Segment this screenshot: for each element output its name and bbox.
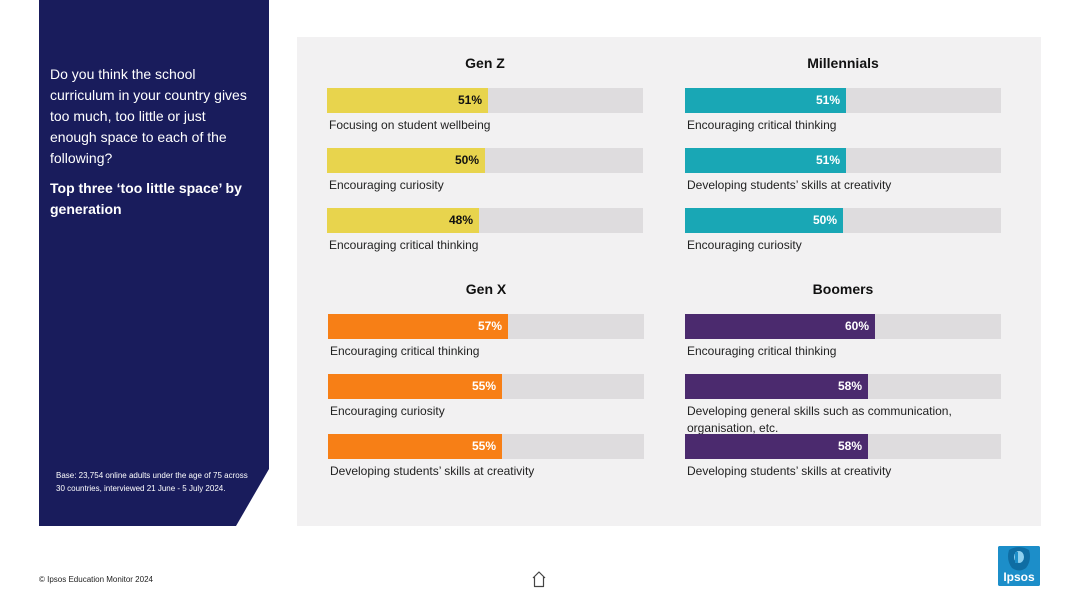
side-panel: Do you think the school curriculum in yo…: [39, 0, 269, 526]
bar-value-label: 60%: [844, 319, 869, 333]
bar: [685, 314, 875, 339]
bar: [327, 148, 485, 173]
survey-question: Do you think the school curriculum in yo…: [50, 66, 247, 166]
bar-category-label: Encouraging critical thinking: [330, 344, 480, 358]
bar-value-label: 58%: [837, 379, 862, 393]
bar-value-label: 51%: [457, 93, 482, 107]
base-note: Base: 23,754 online adults under the age…: [56, 471, 248, 493]
bar: [327, 208, 479, 233]
chart-title: Millennials: [807, 55, 879, 71]
copyright-text: © Ipsos Education Monitor 2024: [39, 575, 153, 584]
bar-value-label: 50%: [454, 153, 479, 167]
bar-value-label: 50%: [812, 213, 837, 227]
bar-category-label: Focusing on student wellbeing: [329, 118, 491, 132]
bar-category-label: Encouraging curiosity: [687, 238, 802, 252]
bar-value-label: 51%: [815, 93, 840, 107]
chart-area: Gen Z 51% Focusing on student wellbeing 50%…: [297, 37, 1041, 526]
bar-value-label: 48%: [448, 213, 473, 227]
bar: [328, 434, 502, 459]
bar-value-label: 55%: [471, 379, 496, 393]
bar: [685, 374, 868, 399]
bar-category-label: Developing students’ skills at creativit…: [687, 178, 892, 192]
ipsos-logo-mark: [998, 546, 1040, 586]
bar-category-label: Encouraging curiosity: [329, 178, 444, 192]
bar-category-label: Encouraging critical thinking: [687, 118, 837, 132]
chart-title: Boomers: [812, 281, 874, 297]
bar-category-label: Developing students’ skills at creativit…: [687, 464, 892, 478]
bar-value-label: 51%: [815, 153, 840, 167]
bar-value-label: 55%: [471, 439, 496, 453]
bar-category-label: Developing students’ skills at creativit…: [330, 464, 535, 478]
chart-title: Gen Z: [465, 55, 505, 71]
bar-value-label: 58%: [837, 439, 862, 453]
logo-text: Ipsos: [1003, 570, 1035, 584]
bar: [685, 208, 843, 233]
bar: [685, 88, 846, 113]
bar: [685, 148, 846, 173]
bar-category-label: Developing general skills such as commun…: [687, 404, 952, 435]
bar: [685, 434, 868, 459]
ipsos-logo: Ipsos: [998, 546, 1040, 586]
chart-subheading: Top three ‘too little space’ by generati…: [50, 180, 242, 217]
home-icon[interactable]: [532, 570, 546, 588]
bar-value-label: 57%: [477, 319, 502, 333]
bar: [328, 374, 502, 399]
bar-category-label: Encouraging curiosity: [330, 404, 445, 418]
chart-title: Gen X: [465, 281, 507, 297]
bar: [328, 314, 508, 339]
bar: [327, 88, 488, 113]
bar-category-label: Encouraging critical thinking: [687, 344, 837, 358]
bar-category-label: Encouraging critical thinking: [329, 238, 479, 252]
